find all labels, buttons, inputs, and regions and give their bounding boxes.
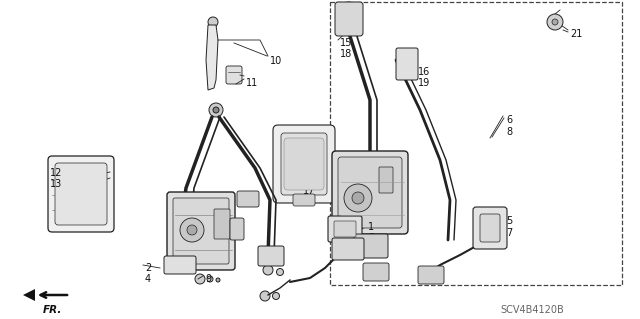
Circle shape — [216, 278, 220, 282]
FancyBboxPatch shape — [354, 234, 388, 258]
Text: 19: 19 — [418, 78, 430, 88]
Text: 3: 3 — [368, 233, 374, 243]
Circle shape — [206, 242, 210, 246]
Text: 6: 6 — [506, 115, 512, 125]
Text: 14: 14 — [303, 175, 316, 185]
FancyBboxPatch shape — [335, 2, 363, 36]
Circle shape — [552, 19, 558, 25]
FancyBboxPatch shape — [293, 194, 315, 206]
Circle shape — [187, 225, 197, 235]
Circle shape — [276, 269, 284, 276]
FancyBboxPatch shape — [328, 216, 362, 242]
FancyBboxPatch shape — [258, 246, 284, 266]
FancyBboxPatch shape — [473, 207, 507, 249]
Text: 21: 21 — [222, 231, 234, 241]
FancyBboxPatch shape — [173, 198, 229, 264]
Text: 9: 9 — [205, 274, 211, 284]
Circle shape — [241, 196, 248, 203]
Text: 11: 11 — [246, 78, 259, 88]
FancyBboxPatch shape — [237, 191, 259, 207]
Circle shape — [273, 293, 280, 300]
Text: 16: 16 — [418, 67, 430, 77]
FancyBboxPatch shape — [281, 133, 327, 195]
FancyBboxPatch shape — [226, 66, 242, 84]
FancyBboxPatch shape — [480, 214, 500, 242]
Circle shape — [343, 2, 355, 14]
Bar — [330, 2, 622, 285]
FancyBboxPatch shape — [230, 218, 244, 240]
Circle shape — [213, 107, 219, 113]
FancyBboxPatch shape — [81, 223, 93, 231]
FancyBboxPatch shape — [167, 192, 235, 270]
Text: 8: 8 — [506, 127, 512, 137]
Polygon shape — [206, 25, 218, 90]
FancyBboxPatch shape — [284, 138, 324, 190]
Circle shape — [344, 184, 372, 212]
Circle shape — [263, 265, 273, 275]
FancyBboxPatch shape — [332, 238, 364, 260]
Text: 10: 10 — [270, 56, 282, 66]
Circle shape — [367, 242, 375, 250]
Text: FR.: FR. — [43, 305, 62, 315]
FancyBboxPatch shape — [334, 221, 356, 237]
Text: 13: 13 — [50, 179, 62, 189]
Text: SCV4B4120B: SCV4B4120B — [500, 305, 564, 315]
Polygon shape — [23, 289, 35, 301]
Circle shape — [208, 17, 218, 27]
FancyBboxPatch shape — [363, 263, 389, 281]
Circle shape — [203, 239, 213, 249]
Text: 17: 17 — [303, 186, 316, 196]
Text: 15: 15 — [340, 38, 353, 48]
Text: 21: 21 — [570, 29, 582, 39]
FancyBboxPatch shape — [332, 151, 408, 234]
Circle shape — [403, 49, 411, 57]
Circle shape — [209, 103, 223, 117]
Text: 4: 4 — [145, 274, 151, 284]
Circle shape — [180, 218, 204, 242]
Circle shape — [352, 192, 364, 204]
FancyBboxPatch shape — [273, 125, 335, 203]
Circle shape — [260, 291, 270, 301]
Text: 20: 20 — [246, 194, 259, 204]
FancyBboxPatch shape — [396, 48, 418, 80]
FancyBboxPatch shape — [48, 156, 114, 232]
FancyBboxPatch shape — [338, 157, 402, 228]
FancyBboxPatch shape — [418, 266, 444, 284]
FancyBboxPatch shape — [214, 209, 230, 239]
Text: 5: 5 — [506, 216, 512, 226]
FancyBboxPatch shape — [61, 223, 73, 231]
FancyBboxPatch shape — [55, 163, 107, 225]
Text: 1: 1 — [368, 222, 374, 232]
Text: 12: 12 — [50, 168, 62, 178]
FancyBboxPatch shape — [164, 256, 196, 274]
FancyBboxPatch shape — [208, 49, 216, 69]
Text: 2: 2 — [145, 263, 151, 273]
Text: 7: 7 — [506, 228, 512, 238]
Circle shape — [195, 274, 205, 284]
Circle shape — [547, 14, 563, 30]
Text: 18: 18 — [340, 49, 352, 59]
Circle shape — [207, 276, 213, 282]
FancyBboxPatch shape — [379, 167, 393, 193]
